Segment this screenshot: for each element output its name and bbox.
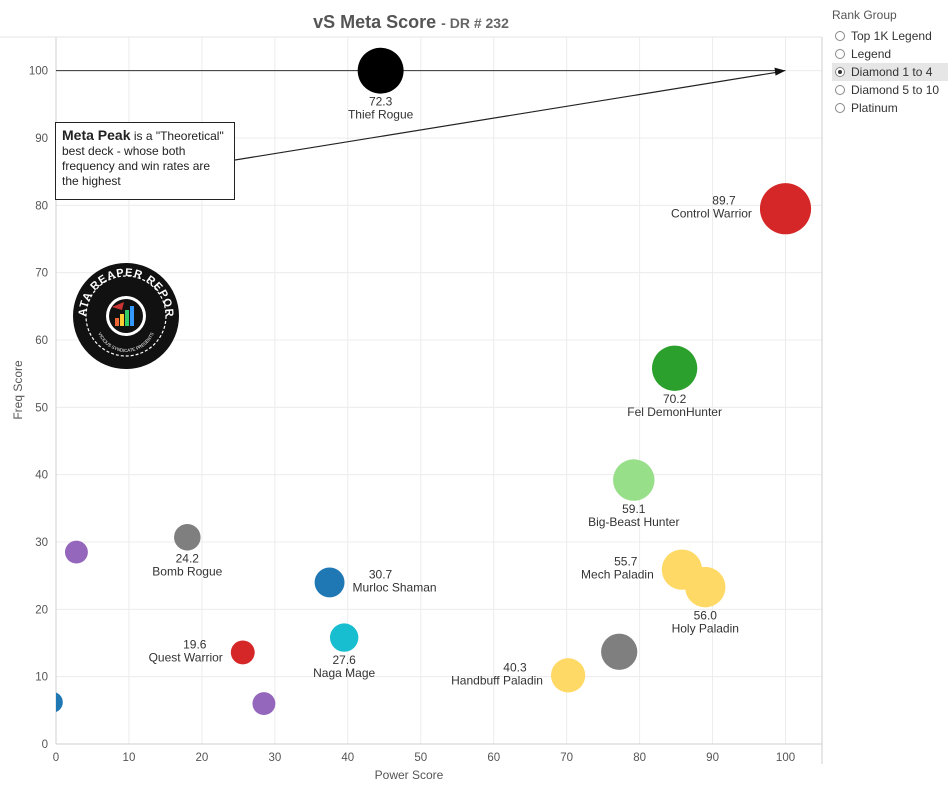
data-label-name: Murloc Shaman (353, 580, 437, 594)
y-tick-label: 100 (29, 66, 48, 78)
y-tick-label: 30 (35, 537, 48, 549)
y-tick-label: 80 (35, 200, 48, 212)
data-label-name: Big-Beast Hunter (588, 515, 679, 529)
radio-button-icon[interactable] (835, 67, 845, 77)
data-label-score: 27.6 (332, 653, 356, 667)
data-label-name: Handbuff Paladin (451, 673, 543, 687)
data-reaper-report-logo: DATA REAPER REPORT VICIOUS SYNDICATE PRE… (72, 262, 179, 369)
data-label-score: 89.7 (712, 194, 736, 208)
scatter-plot: 0 10 20 30 40 50 60 70 80 90 100 0 10 20 30 40 50 60 70 80 9… (0, 36, 823, 782)
radio-button-icon[interactable] (835, 31, 845, 41)
points-layer (42, 47, 812, 716)
data-label-score: 40.3 (503, 660, 527, 674)
data-point[interactable] (652, 345, 698, 391)
rank-group-option[interactable]: Top 1K Legend (832, 27, 948, 45)
data-point[interactable] (314, 567, 345, 598)
data-point[interactable] (230, 640, 255, 665)
radio-button-icon[interactable] (835, 85, 845, 95)
data-label-score: 19.6 (183, 637, 207, 651)
rank-group-option[interactable]: Diamond 5 to 10 (832, 81, 948, 99)
x-tick-label: 10 (123, 752, 136, 764)
data-label-name: Holy Paladin (672, 621, 739, 635)
data-point[interactable] (174, 524, 201, 551)
data-point[interactable] (329, 623, 359, 652)
data-label-name: Thief Rogue (348, 108, 414, 122)
annotation-text: is a "Theoretical" best deck - whose bot… (62, 129, 224, 188)
data-label-score: 24.2 (176, 552, 200, 566)
rank-group-option-label: Diamond 5 to 10 (851, 83, 940, 97)
x-tick-label: 0 (53, 752, 59, 764)
data-label-name: Bomb Rogue (152, 565, 222, 579)
radio-button-icon[interactable] (835, 49, 845, 59)
data-label-score: 56.0 (694, 608, 718, 622)
y-tick-label: 50 (35, 402, 48, 414)
y-tick-label: 70 (35, 268, 48, 280)
rank-group-option[interactable]: Platinum (832, 99, 948, 117)
chart-title-main: vS Meta Score (313, 12, 437, 32)
x-tick-label: 40 (341, 752, 354, 764)
data-label-name: Mech Paladin (581, 568, 654, 582)
rank-group-title: Rank Group (832, 8, 897, 22)
x-axis-title: Power Score (375, 768, 444, 782)
data-point[interactable] (685, 566, 726, 608)
arrow-head-icon (774, 67, 786, 76)
y-axis-title: Freq Score (11, 360, 25, 420)
chart-title: vS Meta Score - DR # 232 (313, 12, 509, 32)
annotation-arrow (234, 71, 778, 161)
rank-group-filter: Rank Group Top 1K Legend Legend Diamond 1 … (832, 8, 948, 117)
annotation-bold: Meta Peak (62, 127, 131, 143)
chart-title-sub: DR # 232 (449, 15, 509, 31)
data-label-name: Naga Mage (313, 666, 375, 680)
data-point[interactable] (550, 658, 586, 693)
rank-group-option-label: Legend (851, 47, 892, 61)
y-tick-label: 40 (35, 470, 48, 482)
data-point[interactable] (252, 692, 276, 716)
y-tick-label: 90 (35, 133, 48, 145)
data-label-name: Fel DemonHunter (627, 405, 722, 419)
meta-peak-annotation: Meta Peak is a "Theoretical" best deck -… (55, 122, 235, 200)
data-label-name: Control Warrior (671, 207, 752, 221)
radio-button-icon[interactable] (835, 103, 845, 113)
data-point[interactable] (759, 183, 812, 235)
y-tick-label: 20 (35, 604, 48, 616)
x-tick-label: 100 (776, 752, 795, 764)
x-tick-label: 70 (560, 752, 573, 764)
y-tick-label: 60 (35, 335, 48, 347)
rank-group-option-label: Diamond 1 to 4 (851, 65, 933, 79)
data-label-score: 55.7 (614, 555, 638, 569)
y-tick-label: 0 (42, 739, 48, 751)
rank-group-option-label: Top 1K Legend (851, 29, 932, 43)
x-tick-label: 20 (196, 752, 209, 764)
data-point[interactable] (64, 540, 88, 564)
data-label-name: Quest Warrior (149, 650, 223, 664)
x-tick-label: 60 (487, 752, 500, 764)
rank-group-option[interactable]: Diamond 1 to 4 (832, 63, 948, 81)
y-tick-label: 10 (35, 672, 48, 684)
data-point[interactable] (357, 47, 404, 94)
data-label-score: 30.7 (369, 567, 393, 581)
x-tick-label: 90 (706, 752, 719, 764)
data-point[interactable] (613, 459, 655, 501)
data-point[interactable] (601, 633, 638, 670)
rank-group-option-label: Platinum (851, 101, 898, 115)
data-label-score: 59.1 (622, 502, 646, 516)
x-tick-label: 80 (633, 752, 646, 764)
data-point[interactable] (42, 692, 63, 713)
x-tick-label: 50 (414, 752, 427, 764)
data-label-score: 70.2 (663, 392, 687, 406)
x-tick-label: 30 (268, 752, 281, 764)
data-label-score: 72.3 (369, 95, 393, 109)
rank-group-option[interactable]: Legend (832, 45, 948, 63)
